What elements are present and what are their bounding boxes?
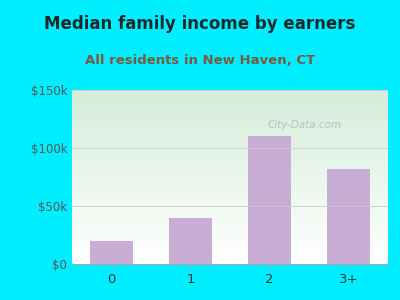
Bar — [169, 218, 212, 264]
Bar — [327, 169, 370, 264]
Bar — [248, 136, 291, 264]
Text: City-Data.com: City-Data.com — [268, 120, 342, 130]
Text: Median family income by earners: Median family income by earners — [44, 15, 356, 33]
Bar — [90, 241, 133, 264]
Text: All residents in New Haven, CT: All residents in New Haven, CT — [85, 54, 315, 67]
